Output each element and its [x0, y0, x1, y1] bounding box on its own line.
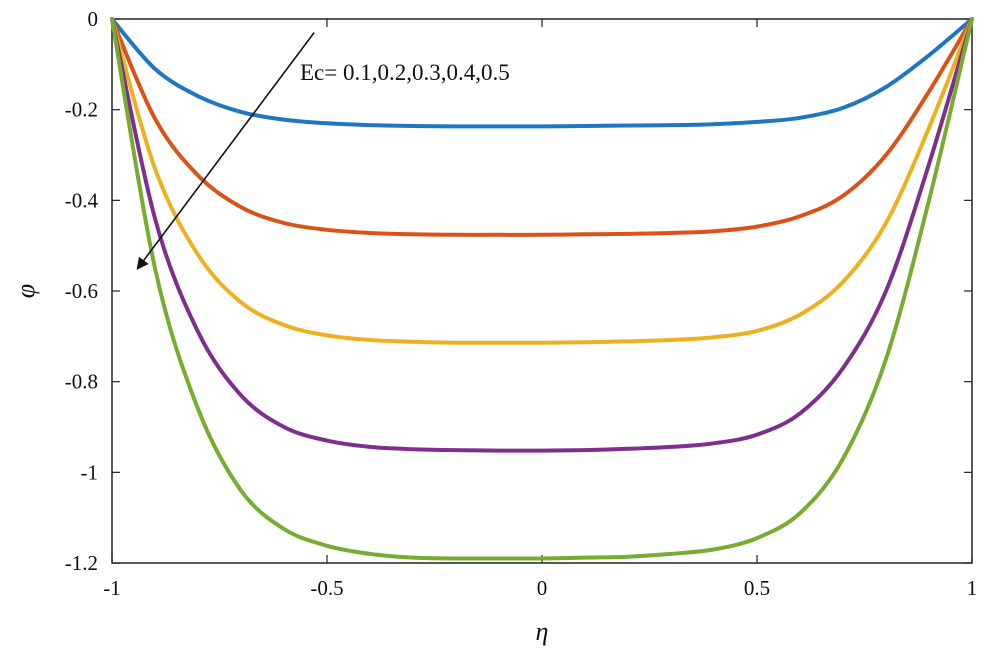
ticks: -1 -0.5 0 0.5 10-0.2-0.4-0.6-0.8-1-1.2	[65, 7, 978, 600]
x-tick-label: 1	[967, 576, 978, 600]
x-tick-label: -1	[103, 576, 121, 600]
series-lines	[110, 17, 974, 561]
y-tick-label: -0.4	[65, 188, 99, 212]
y-tick-label: -0.2	[65, 98, 98, 122]
y-tick-label: -0.8	[65, 370, 98, 394]
annotation-arrow	[136, 32, 315, 270]
series-line-3	[110, 17, 974, 345]
y-tick-label: -1.2	[65, 551, 98, 575]
y-tick-label: -1	[81, 460, 99, 484]
series-line-1	[110, 17, 974, 129]
x-tick-label: -0.5	[310, 576, 343, 600]
annotation-text: Ec= 0.1,0.2,0.3,0.4,0.5	[300, 60, 510, 85]
x-tick-label: 0	[537, 576, 548, 600]
x-axis-label: η	[536, 617, 549, 646]
plot-area	[111, 18, 973, 564]
y-axis-label: φ	[11, 284, 40, 298]
annotation: Ec= 0.1,0.2,0.3,0.4,0.5	[136, 32, 510, 270]
series-line-2	[110, 17, 974, 237]
series-line-4	[110, 17, 974, 453]
x-tick-label: 0.5	[744, 576, 770, 600]
y-tick-label: 0	[88, 7, 99, 31]
series-line-5	[110, 17, 974, 561]
y-tick-label: -0.6	[65, 279, 98, 303]
